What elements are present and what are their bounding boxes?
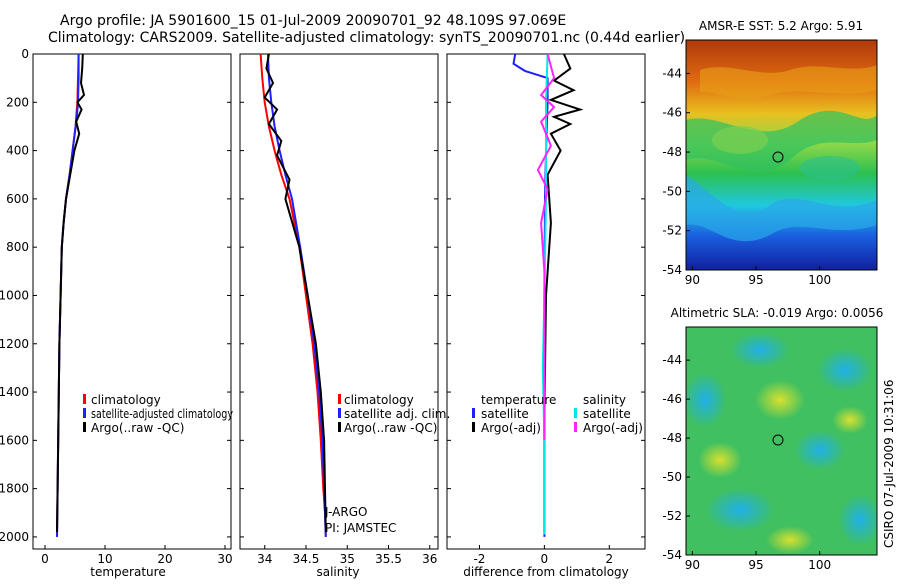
map-x-tick-label: 95	[748, 273, 763, 287]
legend-label-sal-argo: Argo(-adj)	[583, 421, 643, 435]
legend-group-salinity: salinity	[583, 393, 626, 407]
y-tick-label: 0	[21, 47, 29, 61]
x-tick-label: 0	[541, 552, 549, 566]
y-tick-label: 200	[6, 95, 29, 109]
legend-label-climatology: climatology	[344, 393, 414, 407]
sst-map-image	[686, 40, 877, 270]
y-tick-label: 1600	[0, 433, 29, 447]
x-tick-label: 30	[217, 552, 232, 566]
sst-map-axes: 90 95 100 -44 -46 -48 -50 -52 -54	[662, 66, 831, 287]
y-tick-label: 2000	[0, 530, 29, 544]
y-tick-label: 1200	[0, 337, 29, 351]
map-x-tick-label: 100	[808, 558, 831, 572]
legend-swatch-sal-satellite	[574, 408, 577, 418]
salinity-legend: climatology satellite adj. clim. Argo(..…	[338, 393, 450, 435]
map-y-tick-label: -46	[662, 392, 682, 406]
legend-label-argo: Argo(..raw -QC)	[344, 421, 437, 435]
series-line	[56, 53, 86, 533]
y-tick-label: 800	[6, 240, 29, 254]
temperature-legend: climatology satellite-adjusted climatolo…	[83, 393, 233, 435]
map-y-tick-label: -54	[662, 263, 682, 277]
map-y-tick-label: -54	[662, 548, 682, 562]
series-line	[263, 53, 327, 533]
map-x-tick-label: 90	[685, 558, 700, 572]
x-tick-label: 34	[257, 552, 272, 566]
x-tick-label: 34.5	[293, 552, 320, 566]
x-tick-label: 0	[41, 552, 49, 566]
legend-swatch-argo	[83, 422, 86, 432]
legend-label-satellite: satellite-adjusted climatology	[91, 407, 233, 421]
legend-swatch-argo	[338, 422, 341, 432]
y-tick-label: 1000	[0, 288, 29, 302]
jargo-annotation: J-ARGO	[324, 505, 367, 519]
y-tick-label: 1400	[0, 385, 29, 399]
timestamp-label: CSIRO 07-Jul-2009 10:31:06	[882, 380, 896, 548]
map-y-tick-label: -44	[662, 353, 682, 367]
x-tick-label: 2	[605, 552, 613, 566]
legend-group-temperature: temperature	[481, 393, 556, 407]
legend-label-satellite: satellite adj. clim.	[344, 407, 450, 421]
map-y-tick-label: -52	[662, 509, 682, 523]
y-tick-label: 400	[6, 144, 29, 158]
pi-annotation: PI: JAMSTEC	[325, 521, 396, 535]
legend-swatch-satellite	[338, 408, 341, 418]
difference-plot: -2 0 2	[447, 53, 645, 566]
x-tick-label: 36	[422, 552, 437, 566]
difference-x-label: difference from climatology	[463, 565, 629, 579]
legend-swatch-climatology	[83, 394, 86, 404]
x-tick-label: -2	[473, 552, 485, 566]
legend-swatch-temp-argo	[472, 422, 475, 432]
temperature-plot: 0 10 20 30 0 200 400 600 800 1000 1200 1400 1600 1800…	[0, 47, 233, 566]
sla-map-image	[686, 327, 877, 555]
legend-swatch-climatology	[338, 394, 341, 404]
temperature-x-label: temperature	[90, 565, 165, 579]
legend-swatch-temp-satellite	[472, 408, 475, 418]
x-tick-label: 20	[157, 552, 172, 566]
x-tick-label: 35.5	[375, 552, 402, 566]
legend-label-argo: Argo(..raw -QC)	[91, 421, 184, 435]
series-line	[267, 53, 327, 537]
legend-label-temp-satellite: satellite	[481, 407, 529, 421]
figure-title-line2: Climatology: CARS2009. Satellite-adjuste…	[48, 30, 685, 46]
y-tick-label: 600	[6, 192, 29, 206]
map-y-tick-label: -44	[662, 66, 682, 80]
legend-label-sal-satellite: satellite	[583, 407, 631, 421]
map-y-tick-label: -50	[662, 470, 682, 484]
salinity-plot-frame	[239, 53, 439, 550]
sla-map-title: Altimetric SLA: -0.019 Argo: 0.0056	[671, 306, 884, 320]
sst-map-frame	[685, 39, 878, 271]
legend-swatch-sal-argo	[574, 422, 577, 432]
legend-label-temp-argo: Argo(-adj)	[481, 421, 541, 435]
difference-legend: temperature satellite Argo(-adj) salinit…	[472, 393, 643, 435]
series-line	[536, 53, 556, 441]
sla-map-axes: 90 95 100 -44 -46 -48 -50 -52 -54	[662, 353, 831, 572]
x-tick-label: 35	[340, 552, 355, 566]
legend-swatch-satellite	[83, 408, 86, 418]
sla-argo-marker	[772, 434, 784, 446]
x-tick-label: 10	[97, 552, 112, 566]
salinity-x-label: salinity	[316, 565, 359, 579]
map-y-tick-label: -48	[662, 431, 682, 445]
salinity-plot: 34 34.5 35 35.5 36	[240, 53, 438, 566]
y-tick-label: 1800	[0, 482, 29, 496]
figure-title-line1: Argo profile: JA 5901600_15 01-Jul-2009 …	[60, 13, 566, 29]
map-y-tick-label: -48	[662, 145, 682, 159]
map-y-tick-label: -46	[662, 106, 682, 120]
map-y-tick-label: -50	[662, 184, 682, 198]
temperature-plot-frame	[32, 53, 232, 550]
series-line	[543, 53, 584, 533]
map-x-tick-label: 95	[748, 558, 763, 572]
sla-map-frame	[685, 326, 878, 556]
sst-map-title: AMSR-E SST: 5.2 Argo: 5.91	[699, 19, 863, 33]
legend-label-climatology: climatology	[91, 393, 161, 407]
map-x-tick-label: 100	[808, 273, 831, 287]
difference-plot-frame	[446, 53, 646, 550]
map-y-tick-label: -52	[662, 224, 682, 238]
map-x-tick-label: 90	[685, 273, 700, 287]
sst-argo-marker	[772, 151, 784, 163]
